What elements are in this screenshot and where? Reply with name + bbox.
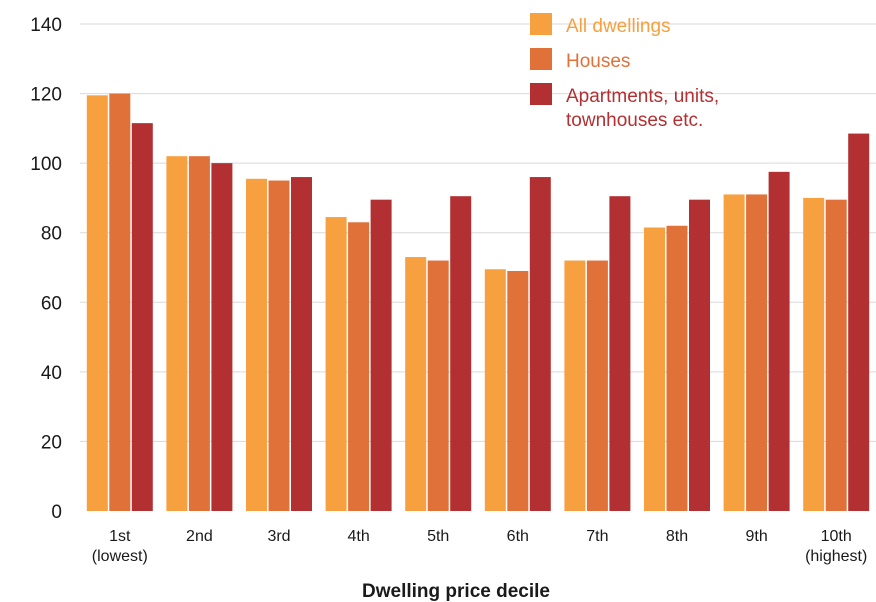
bars	[86, 93, 870, 512]
bar	[348, 222, 370, 511]
y-tick-label: 40	[41, 363, 62, 384]
bar	[484, 269, 506, 511]
bar	[768, 171, 790, 511]
bar	[450, 196, 472, 512]
x-tick-label: 3rd	[267, 528, 290, 545]
y-tick-label: 20	[41, 432, 62, 453]
y-tick-label: 80	[41, 224, 62, 245]
bar	[291, 177, 312, 512]
x-tick-label: 5th	[427, 528, 449, 545]
x-tick-label: 2nd	[186, 528, 213, 545]
legend-label: All dwellings	[566, 16, 671, 37]
x-tick-label: 4th	[347, 528, 369, 545]
bar	[825, 199, 847, 512]
x-tick-label: 10th (highest)	[805, 528, 867, 565]
bar	[803, 197, 825, 511]
y-tick-label: 140	[30, 15, 62, 36]
bar	[131, 123, 153, 511]
legend-swatch	[530, 48, 552, 70]
bar	[246, 178, 267, 511]
legend-swatch	[530, 83, 552, 105]
bar	[405, 257, 427, 511]
x-tick-label: 1st (lowest)	[92, 528, 148, 565]
legend: All dwellings Houses Apartments, units, tow…	[530, 13, 719, 131]
x-axis-label: Dwelling price decile	[362, 581, 550, 602]
x-tick-label: 9th	[745, 528, 767, 545]
bar	[427, 260, 449, 511]
bar	[507, 270, 529, 511]
legend-label: Apartments, units, townhouses etc.	[566, 86, 719, 131]
bar	[188, 156, 210, 511]
y-tick-label: 100	[30, 154, 62, 175]
x-tick-label: 7th	[586, 528, 608, 545]
bar	[268, 180, 290, 512]
bar	[666, 225, 688, 511]
x-axis-ticks: 1st (lowest) 2nd 3rd 4th 5th 6th 7th 8th 9th 10th(…	[92, 528, 868, 565]
x-tick-label: 8th	[666, 528, 688, 545]
bar	[370, 199, 392, 512]
bar	[564, 260, 586, 511]
bar	[529, 177, 551, 512]
bar	[723, 194, 745, 511]
bar	[746, 194, 768, 511]
x-tick-label: 6th	[507, 528, 529, 545]
bar	[848, 133, 870, 511]
bar	[166, 156, 188, 511]
bar	[644, 227, 665, 511]
bar	[586, 260, 608, 511]
legend-label: Houses	[566, 51, 630, 72]
y-tick-label: 60	[41, 293, 62, 314]
legend-swatch	[530, 13, 552, 35]
bar	[689, 199, 710, 512]
y-tick-label: 120	[30, 85, 62, 106]
bar	[211, 163, 233, 511]
bar	[325, 217, 347, 511]
y-tick-label: 0	[51, 502, 62, 523]
bar	[609, 196, 631, 512]
bar	[86, 95, 108, 511]
y-axis-ticks: 0 20 40 60 80 100 120 140	[30, 15, 62, 523]
bar	[109, 93, 131, 512]
